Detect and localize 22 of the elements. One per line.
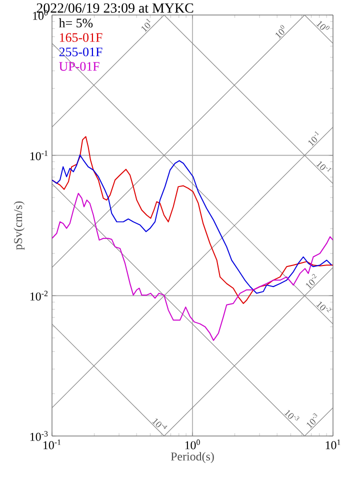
annotation: 10$^{-2}$	[306, 274, 317, 290]
annotation: 10$^{-2}$	[316, 302, 332, 312]
annotation: 10$^{-4}$	[152, 418, 168, 430]
x-tick-label: 10$^{-1}$	[44, 440, 61, 450]
text: 255-01F	[59, 48, 102, 56]
x-tick-label: 10$^{1}$	[326, 440, 340, 450]
x-axis-title: Period(s)	[170, 452, 214, 463]
annotation: 10$^{-3}$	[306, 413, 318, 428]
y-axis-title: pSv(cm/s)	[14, 201, 25, 250]
text: UP-01F	[59, 62, 100, 71]
annotation: h= 5%	[58, 18, 93, 28]
y-tick-label: 10$^{-2}$	[30, 290, 48, 301]
annotation: 10$^{0}$	[316, 21, 330, 30]
annotation: 10$^{-1}$	[316, 161, 332, 172]
annotation: 10$^{-3}$	[284, 410, 300, 420]
annotation: 10$^{-1}$	[308, 131, 320, 146]
x-tick-label: 10$^{0}$	[185, 440, 200, 450]
annotation: 10$^{1}$	[142, 18, 151, 32]
text: 165-01F	[60, 33, 102, 42]
annotation: 10$^{0}$	[276, 25, 284, 39]
y-tick-label: 10$^{-1}$	[30, 150, 48, 160]
y-tick-label: 10$^{-3}$	[30, 431, 48, 441]
